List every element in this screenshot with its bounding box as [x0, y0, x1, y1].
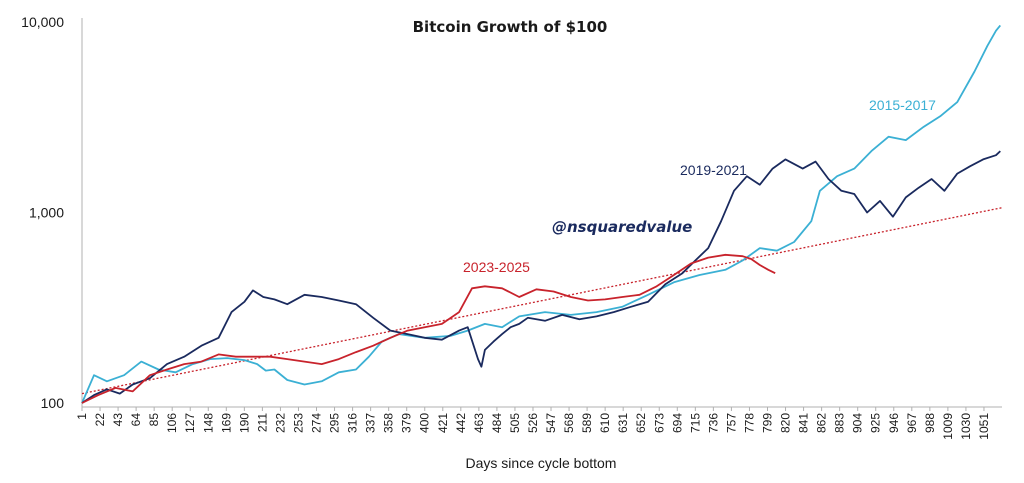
series-line-trend	[81, 207, 1003, 395]
x-tick-label: 232	[273, 413, 287, 433]
x-tick-label: 400	[418, 413, 432, 433]
x-tick-label: 253	[291, 413, 305, 433]
x-tick-label: 295	[328, 413, 342, 433]
x-tick-label: 652	[634, 413, 648, 433]
x-tick-label: 463	[472, 413, 486, 433]
series-label-2019-2021: 2019-2021	[680, 162, 747, 178]
x-tick-label: 1030	[959, 413, 973, 440]
x-tick-label: 925	[869, 413, 883, 433]
x-tick-label: 967	[905, 413, 919, 433]
y-tick-label: 100	[41, 395, 65, 411]
x-tick-label: 274	[310, 413, 324, 433]
x-tick-label: 85	[147, 413, 161, 427]
x-tick-label: 715	[688, 413, 702, 433]
x-tick-label: 1009	[941, 413, 955, 440]
series-line-2019-2021	[81, 150, 1001, 404]
series-label-2023-2025: 2023-2025	[463, 259, 530, 275]
x-tick-label: 736	[706, 413, 720, 433]
x-tick-label: 1	[75, 413, 89, 420]
x-tick-label: 379	[400, 413, 414, 433]
x-tick-label: 127	[183, 413, 197, 433]
chart-title: Bitcoin Growth of $100	[413, 18, 608, 36]
x-tick-label: 421	[436, 413, 450, 433]
x-tick-label: 64	[129, 413, 143, 427]
x-tick-label: 190	[237, 413, 251, 433]
x-tick-label: 505	[508, 413, 522, 433]
x-tick-label: 841	[797, 413, 811, 433]
x-tick-label: 631	[616, 413, 630, 433]
x-axis-label: Days since cycle bottom	[466, 455, 617, 471]
x-tick-label: 316	[346, 413, 360, 433]
x-tick-label: 358	[382, 413, 396, 433]
x-tick-label: 946	[887, 413, 901, 433]
x-tick-label: 1051	[977, 413, 991, 440]
x-tick-label: 862	[815, 413, 829, 433]
series-lines	[81, 24, 1003, 404]
x-tick-label: 547	[544, 413, 558, 433]
x-tick-label: 337	[364, 413, 378, 433]
x-tick-label: 169	[219, 413, 233, 433]
watermark: @nsquaredvalue	[552, 218, 692, 236]
x-tick-label: 22	[93, 413, 107, 427]
x-tick-label: 778	[742, 413, 756, 433]
x-tick-label: 106	[165, 413, 179, 433]
x-tick-label: 799	[760, 413, 774, 433]
x-tick-label: 589	[580, 413, 594, 433]
x-tick-label: 757	[724, 413, 738, 433]
x-tick-label: 904	[851, 413, 865, 433]
x-tick-label: 211	[255, 413, 269, 432]
y-tick-label: 10,000	[21, 14, 64, 30]
x-tick-label: 43	[111, 413, 125, 427]
x-tick-label: 484	[490, 413, 504, 433]
x-tick-label: 694	[670, 413, 684, 433]
x-tick-label: 148	[201, 413, 215, 433]
y-tick-labels: 100 1,000 10,000	[21, 14, 64, 411]
y-tick-label: 1,000	[29, 205, 64, 221]
x-tick-label: 883	[833, 413, 847, 433]
x-tick-label: 673	[652, 413, 666, 433]
series-line-2015-2017	[81, 24, 1001, 404]
x-tick-label: 568	[562, 413, 576, 433]
x-tick-label: 988	[923, 413, 937, 433]
x-tick-labels: 1 22 43 64 85 106 127 148 169 190 211 232 253 274 295 3…	[75, 407, 991, 440]
x-tick-label: 610	[598, 413, 612, 433]
series-label-2015-2017: 2015-2017	[869, 97, 936, 113]
series-line-2023-2025	[81, 253, 776, 404]
x-tick-label: 820	[779, 413, 793, 433]
x-tick-label: 442	[454, 413, 468, 433]
x-tick-label: 526	[526, 413, 540, 433]
